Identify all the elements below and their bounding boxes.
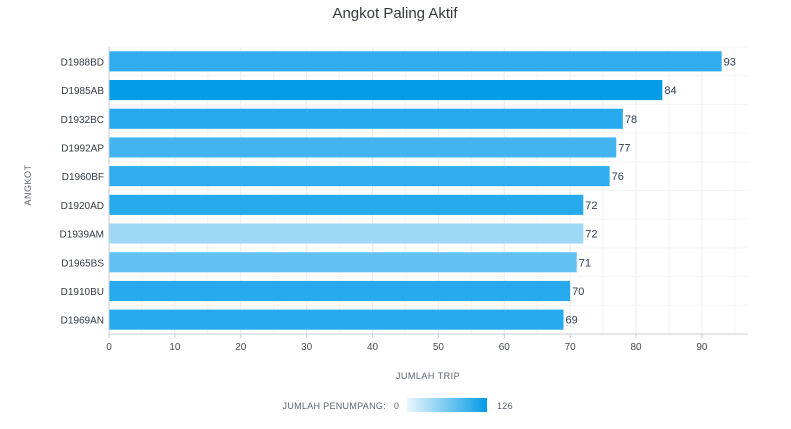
data-label: 69 bbox=[566, 315, 578, 327]
category-label: D1992AP bbox=[61, 143, 104, 154]
category-label: D1910BU bbox=[61, 287, 104, 298]
legend-max-label: 126 bbox=[497, 401, 513, 411]
axes: D1988BD D1985AB D1932BC D1992AP D1960BF D1920… bbox=[60, 47, 748, 353]
bar[interactable] bbox=[109, 280, 571, 301]
x-tick-label: 60 bbox=[499, 342, 511, 353]
category-label: D1985AB bbox=[61, 86, 104, 97]
bar[interactable] bbox=[109, 223, 584, 244]
category-label: D1960BF bbox=[62, 172, 104, 183]
data-label: 77 bbox=[618, 142, 630, 154]
bar[interactable] bbox=[109, 166, 610, 187]
bar[interactable] bbox=[109, 137, 617, 158]
x-tick-label: 50 bbox=[433, 342, 445, 353]
bars: 93 84 78 77 76 72 72 71 70 69 bbox=[109, 51, 736, 330]
category-label: D1932BC bbox=[61, 115, 104, 126]
legend-title-text: JUMLAH PENUMPANG bbox=[283, 401, 384, 411]
data-label: 84 bbox=[664, 85, 676, 97]
y-axis-title: ANGKOT bbox=[23, 164, 33, 205]
bar[interactable] bbox=[109, 80, 663, 101]
color-legend: JUMLAH PENUMPANG: 0 126 bbox=[283, 398, 513, 412]
chart-title: Angkot Paling Aktif bbox=[332, 5, 458, 22]
data-label: 72 bbox=[585, 229, 597, 241]
category-label: D1969AN bbox=[61, 316, 104, 327]
x-tick-label: 10 bbox=[169, 342, 181, 353]
data-label: 72 bbox=[585, 200, 597, 212]
x-tick-label: 80 bbox=[630, 342, 642, 353]
x-tick-label: 30 bbox=[301, 342, 313, 353]
bar[interactable] bbox=[109, 309, 564, 330]
legend-gradient-bar bbox=[407, 398, 487, 412]
category-label: D1920AD bbox=[61, 201, 104, 212]
legend-min-label: 0 bbox=[394, 401, 399, 411]
legend-title: JUMLAH PENUMPANG: bbox=[283, 401, 386, 411]
data-label: 70 bbox=[572, 286, 584, 298]
data-label: 71 bbox=[579, 257, 591, 269]
bar[interactable] bbox=[109, 252, 577, 273]
bar[interactable] bbox=[109, 108, 623, 129]
data-label: 93 bbox=[724, 56, 736, 68]
category-label: D1988BD bbox=[61, 57, 104, 68]
category-label: D1939AM bbox=[60, 230, 104, 241]
bar[interactable] bbox=[109, 51, 722, 72]
x-tick-label: 0 bbox=[106, 342, 112, 353]
x-tick-label: 90 bbox=[696, 342, 708, 353]
x-tick-label: 40 bbox=[367, 342, 379, 353]
x-tick-label: 70 bbox=[565, 342, 577, 353]
category-label: D1965BS bbox=[61, 258, 104, 269]
data-label: 78 bbox=[625, 114, 637, 126]
x-axis-title: JUMLAH TRIP bbox=[396, 371, 460, 381]
data-label: 76 bbox=[612, 171, 624, 183]
x-tick-label: 20 bbox=[235, 342, 247, 353]
bar[interactable] bbox=[109, 194, 584, 215]
